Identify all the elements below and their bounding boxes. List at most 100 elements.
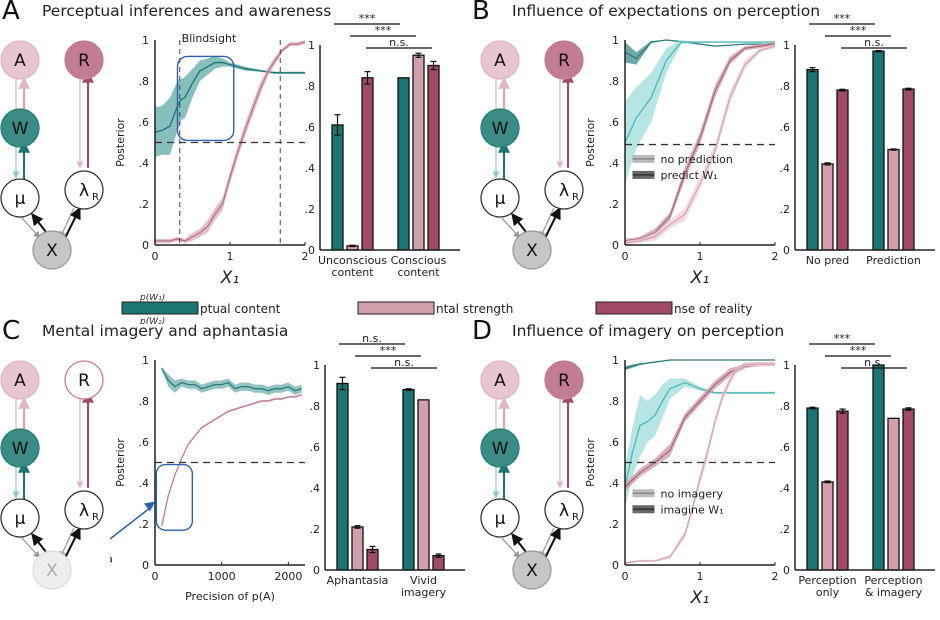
legend-label: no prediction <box>661 153 733 166</box>
category-label: Aphantasia <box>327 574 389 587</box>
significance-label: *** <box>850 344 867 357</box>
node-lambda-subscript: R <box>572 192 579 203</box>
node-a-label: A <box>494 371 506 391</box>
bar <box>836 89 849 251</box>
blindsight-label: Blindsight <box>182 32 237 45</box>
node-lambda-label: λ <box>559 501 569 521</box>
edge-arrow <box>31 213 47 233</box>
y-axis-label: Posterior <box>114 438 127 487</box>
x-tick-label: 1 <box>227 250 234 263</box>
y-tick-label: .8 <box>310 400 321 413</box>
edge-arrow <box>63 206 81 241</box>
aphantasia-label: Aphantasia <box>110 553 113 566</box>
category-label: Prediction <box>866 254 921 267</box>
y-tick-label: .6 <box>780 441 791 454</box>
y-tick-label: .2 <box>609 518 620 531</box>
y-tick-label: 1 <box>783 39 790 52</box>
x-tick-label: 0 <box>152 570 159 583</box>
edge-arrow <box>31 533 47 553</box>
category-label: content <box>397 266 440 279</box>
significance-label: n.s. <box>389 36 409 49</box>
y-tick-label: .6 <box>139 436 150 449</box>
x-tick-label: 1 <box>697 250 704 263</box>
node-a-label: A <box>14 51 26 71</box>
x-tick-label: 2 <box>302 250 309 263</box>
y-tick-label: .6 <box>139 116 150 129</box>
bar <box>361 77 374 251</box>
node-lambda-subscript: R <box>92 512 99 523</box>
legend-label: ntal strength <box>436 302 513 316</box>
y-tick-label: .8 <box>139 75 150 88</box>
node-w <box>480 428 520 468</box>
y-tick-label: 0 <box>142 559 149 572</box>
y-tick-label: .2 <box>305 203 316 216</box>
bar <box>872 364 885 571</box>
legend-swatch <box>121 301 199 315</box>
legend-swatch <box>595 301 673 315</box>
node-r-label: R <box>558 51 570 71</box>
line-chart: 0 .2 .4 .6 .8 1 0 1 2 Posterior X₁ Blindsight <box>114 32 309 288</box>
x-tick-label: 1000 <box>208 570 236 583</box>
edge-arrow <box>21 537 41 559</box>
series-line <box>161 367 302 392</box>
legend-swatches: ptual content p(W₁) p(W₂) ntal strength nse … <box>121 293 752 327</box>
significance-label: n.s. <box>864 36 884 49</box>
bar <box>402 388 415 571</box>
y-tick-label: .8 <box>609 395 620 408</box>
bar <box>351 526 364 571</box>
edge-arrow <box>543 526 561 561</box>
significance-label: *** <box>834 12 851 25</box>
category-label: imagery <box>401 586 447 599</box>
panel-letter: D <box>472 316 493 346</box>
y-tick-label: .6 <box>310 441 321 454</box>
edge-arrow <box>21 217 41 239</box>
y-tick-label: .4 <box>139 157 150 170</box>
node-r <box>544 360 584 400</box>
y-tick-label: .6 <box>609 116 620 129</box>
node-mu <box>0 178 40 218</box>
bar <box>806 68 819 251</box>
y-tick-label: .4 <box>609 477 620 490</box>
series-band <box>625 42 775 243</box>
bar <box>427 64 440 251</box>
y-tick-label: .8 <box>139 395 150 408</box>
panel-title: Influence of imagery on perception <box>512 322 785 340</box>
y-tick-label: .4 <box>305 162 316 175</box>
x-tick-label: 0 <box>622 570 629 583</box>
node-a-label: A <box>494 51 506 71</box>
node-w-label: W <box>12 439 29 459</box>
legend-label: no imagery <box>661 487 724 500</box>
line-chart: 0 .2 .4 .6 .8 1 0 1 2 Posterior X₁ no imagery imagin… <box>584 354 779 608</box>
legend-formula-top: p(W₁) <box>139 294 165 303</box>
panel-letter: A <box>2 0 20 26</box>
significance-label: *** <box>375 24 392 37</box>
category-label: Perception <box>798 574 856 587</box>
node-w <box>0 428 40 468</box>
y-tick-label: 0 <box>313 564 320 577</box>
y-tick-label: 0 <box>783 244 790 257</box>
edge-arrow <box>63 526 81 561</box>
bar <box>806 407 819 571</box>
node-x-label: X <box>46 561 58 581</box>
series-band <box>625 378 775 508</box>
y-tick-label: .4 <box>139 477 150 490</box>
edge-arrow <box>511 213 527 233</box>
aphantasia-arrow <box>110 504 154 540</box>
category-label: Unconscious <box>318 254 387 267</box>
y-tick-label: .4 <box>609 157 620 170</box>
y-tick-label: .2 <box>780 203 791 216</box>
series-band <box>161 367 302 395</box>
series-line <box>154 61 305 133</box>
bar <box>887 417 900 571</box>
line-chart: 0 .2 .4 .6 .8 1 0 1 2 Posterior X₁ no prediction pre… <box>584 34 779 288</box>
panel-title: Mental imagery and aphantasia <box>42 322 289 340</box>
panel-d: D Influence of imagery on perception A R W… <box>470 316 940 620</box>
node-a <box>0 40 40 80</box>
category-label: content <box>331 266 374 279</box>
bar <box>336 382 349 571</box>
y-tick-label: .4 <box>310 482 321 495</box>
series-band <box>161 393 302 528</box>
legend-label: nse of reality <box>674 302 752 316</box>
